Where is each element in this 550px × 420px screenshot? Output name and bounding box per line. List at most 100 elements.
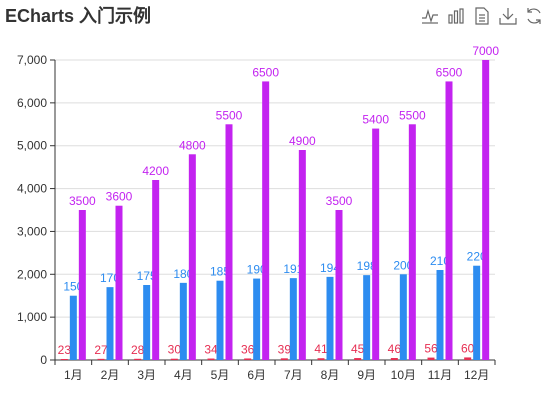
bar: [143, 285, 151, 360]
bar: [289, 278, 297, 360]
data-label: 4900: [289, 134, 316, 148]
bar: [216, 280, 224, 360]
x-tick-label: 2月: [101, 368, 120, 382]
data-label: 41: [314, 342, 328, 356]
bar: [244, 358, 252, 360]
bar: [78, 210, 86, 360]
chart-title: ECharts 入门示例: [5, 6, 152, 26]
bar: [372, 128, 380, 360]
y-tick-label: 7,000: [17, 53, 47, 67]
bar: [188, 154, 196, 360]
data-label: 198: [357, 259, 377, 273]
data-label: 191: [283, 262, 303, 276]
x-tick-label: 5月: [211, 368, 230, 382]
y-tick-label: 5,000: [17, 139, 47, 153]
data-label: 56: [424, 342, 438, 356]
data-label: 60: [461, 341, 475, 355]
data-label: 220: [467, 250, 487, 264]
x-tick-label: 10月: [391, 368, 416, 382]
bar: [427, 357, 435, 360]
y-tick-label: 1,000: [17, 310, 47, 324]
y-tick-label: 2,000: [17, 267, 47, 281]
bar: [298, 150, 306, 360]
x-tick-label: 12月: [464, 368, 489, 382]
bar: [106, 287, 114, 360]
bar: [464, 357, 472, 360]
data-label: 5500: [399, 108, 426, 122]
download-icon[interactable]: [498, 6, 518, 26]
bar: [134, 358, 142, 360]
data-label: 200: [393, 258, 413, 272]
y-tick-label: 6,000: [17, 96, 47, 110]
data-label: 34: [204, 343, 218, 357]
data-label: 27: [94, 343, 108, 357]
bar: [326, 276, 334, 360]
data-label: 36: [241, 342, 255, 356]
bar: [335, 210, 343, 360]
data-label: 30: [168, 343, 182, 357]
data-label: 23: [58, 343, 72, 357]
bar: [60, 359, 68, 360]
data-label: 150: [63, 280, 83, 294]
restore-icon[interactable]: [524, 6, 544, 26]
line-chart-icon[interactable]: [420, 6, 440, 26]
x-tick-label: 4月: [174, 368, 193, 382]
data-label: 180: [173, 267, 193, 281]
bar: [354, 358, 362, 360]
bar: [482, 60, 490, 360]
bar: [253, 278, 261, 360]
bar: [317, 358, 325, 360]
bar: [363, 275, 371, 360]
bar: [408, 124, 416, 361]
bar-chart-icon[interactable]: [446, 6, 466, 26]
y-tick-label: 4,000: [17, 182, 47, 196]
data-label: 3500: [326, 194, 353, 208]
bar: [473, 265, 481, 360]
data-label: 5500: [216, 108, 243, 122]
data-label: 39: [278, 342, 292, 356]
x-tick-label: 8月: [321, 368, 340, 382]
data-label: 175: [137, 269, 157, 283]
bar: [179, 282, 187, 360]
data-label: 5400: [362, 113, 389, 127]
data-label: 46: [388, 342, 402, 356]
data-label: 4200: [142, 164, 169, 178]
bar: [436, 270, 444, 360]
data-label: 3500: [69, 194, 96, 208]
data-label: 190: [247, 263, 267, 277]
x-tick-label: 6月: [247, 368, 266, 382]
bar: [170, 358, 178, 360]
bar: [152, 180, 160, 360]
bar: [390, 358, 398, 360]
y-tick-label: 3,000: [17, 224, 47, 238]
data-label: 4800: [179, 138, 206, 152]
data-label: 194: [320, 261, 340, 275]
bar: [207, 358, 215, 360]
bar: [262, 81, 270, 360]
x-tick-label: 1月: [64, 368, 83, 382]
data-view-icon[interactable]: [472, 6, 492, 26]
bar: [280, 358, 288, 360]
bar: [69, 295, 77, 360]
data-label: 7000: [472, 44, 499, 58]
toolbox: [420, 6, 550, 26]
data-label: 6500: [252, 65, 279, 79]
data-label: 28: [131, 343, 145, 357]
bar: [399, 274, 407, 360]
bar: [97, 358, 105, 360]
data-label: 170: [100, 271, 120, 285]
data-label: 6500: [436, 65, 463, 79]
data-label: 210: [430, 254, 450, 268]
bar: [445, 81, 453, 360]
x-tick-label: 11月: [428, 368, 452, 382]
bar: [225, 124, 233, 361]
data-label: 3600: [106, 190, 133, 204]
data-label: 185: [210, 265, 230, 279]
y-tick-label: 0: [40, 353, 47, 367]
bar: [115, 205, 123, 360]
x-tick-label: 7月: [284, 368, 303, 382]
data-label: 45: [351, 342, 365, 356]
x-tick-label: 9月: [357, 368, 376, 382]
x-tick-label: 3月: [137, 368, 156, 382]
